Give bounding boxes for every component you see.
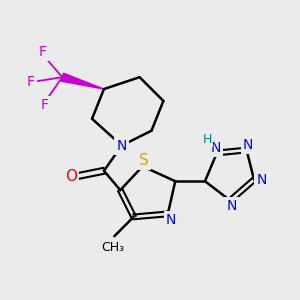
Text: N: N [256, 173, 267, 187]
Text: F: F [27, 75, 35, 88]
Text: N: N [166, 213, 176, 227]
Text: F: F [39, 45, 47, 59]
Text: H: H [203, 133, 212, 146]
Text: F: F [40, 98, 49, 112]
Text: N: N [210, 141, 220, 154]
Text: N: N [226, 200, 237, 214]
Text: S: S [139, 153, 149, 168]
Text: N: N [243, 138, 253, 152]
Text: O: O [65, 169, 77, 184]
Text: N: N [117, 139, 127, 152]
Polygon shape [61, 73, 104, 89]
Text: CH₃: CH₃ [101, 241, 124, 254]
